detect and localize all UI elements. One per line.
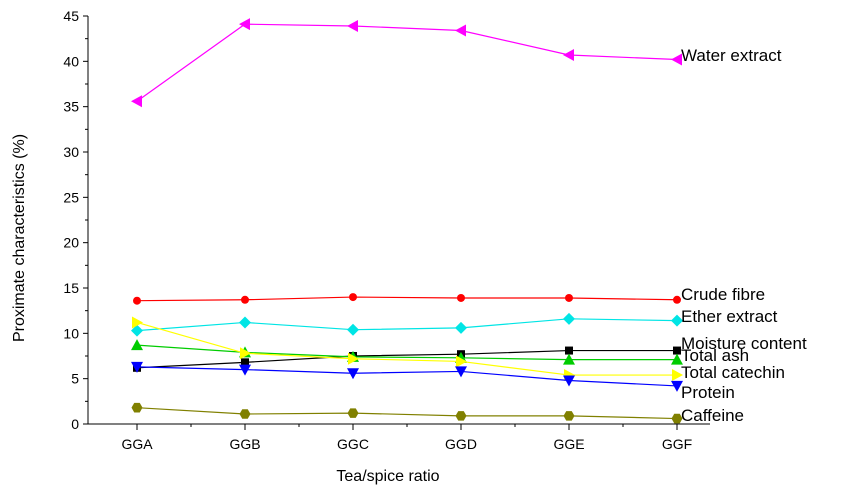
series-total-ash (131, 339, 683, 365)
series-line (136, 23, 678, 102)
x-tick-label: GGB (229, 436, 260, 452)
data-point (565, 346, 573, 355)
data-point (239, 409, 251, 419)
series-total-catechin (132, 316, 683, 382)
series-labels: Water extract Crude fibre Ether extract Moi… (681, 46, 807, 425)
data-point (455, 411, 467, 421)
data-point (241, 358, 249, 367)
series-water-extract (131, 18, 682, 108)
series-label: Total catechin (681, 363, 785, 382)
series-ether-extract (131, 312, 683, 337)
y-tick-label: 10 (63, 325, 79, 341)
data-point (131, 95, 142, 108)
series-line (136, 344, 677, 361)
data-point (239, 18, 250, 31)
x-tick-label: GGE (553, 436, 584, 452)
series-line (136, 407, 678, 420)
series-label: Ether extract (681, 307, 778, 326)
series-line (136, 318, 678, 332)
data-point (565, 293, 573, 302)
y-tick-label: 5 (71, 371, 79, 387)
data-point (241, 295, 249, 304)
data-point (671, 413, 683, 424)
data-point (563, 353, 575, 365)
data-point (673, 295, 681, 304)
y-tick-label: 20 (63, 235, 79, 251)
x-axis-label: Tea/spice ratio (336, 468, 439, 485)
series-crude-fibre (133, 293, 681, 305)
data-point (347, 368, 359, 380)
data-point (240, 347, 251, 360)
data-point (348, 352, 359, 365)
data-point (347, 408, 359, 418)
x-tick-label: GGD (445, 436, 477, 452)
y-tick-label: 30 (63, 144, 79, 160)
data-point (455, 321, 467, 334)
series-line (136, 296, 678, 302)
data-point (347, 323, 359, 336)
data-point (131, 361, 143, 373)
series-label: Caffeine (681, 406, 744, 425)
y-tick-label: 0 (71, 416, 79, 432)
series-label: Protein (681, 383, 735, 402)
y-tick-label: 35 (63, 99, 79, 115)
data-point (239, 316, 251, 329)
series-label: Water extract (681, 46, 782, 65)
series-protein (131, 361, 683, 392)
y-tick-label: 45 (63, 8, 79, 24)
data-point (563, 312, 575, 325)
data-point (133, 296, 141, 305)
data-point (131, 402, 143, 413)
data-point (563, 48, 574, 61)
data-point (673, 346, 681, 355)
data-point (671, 380, 683, 392)
series-layer (131, 18, 683, 424)
x-tick-label: GGC (337, 436, 369, 452)
data-point (347, 19, 358, 32)
data-point (671, 314, 683, 327)
series-caffeine (131, 402, 683, 424)
data-point (563, 411, 575, 421)
data-point (671, 353, 683, 365)
y-tick-label: 40 (63, 53, 79, 69)
series-line (136, 321, 677, 376)
y-tick-label: 25 (63, 189, 79, 205)
data-point (455, 24, 466, 37)
data-point (131, 339, 143, 351)
data-point (563, 375, 575, 387)
data-point (671, 53, 682, 66)
series-label: Total ash (681, 346, 749, 365)
data-point (239, 364, 251, 376)
data-point (455, 366, 467, 378)
series-label: Moisture content (681, 334, 807, 353)
series-line (136, 349, 677, 369)
data-point (457, 293, 465, 302)
series-label: Crude fibre (681, 285, 765, 304)
y-tick-label: 15 (63, 280, 79, 296)
x-tick-label: GGA (121, 436, 153, 452)
data-point (456, 355, 467, 368)
x-tick-label: GGF (662, 436, 692, 452)
data-point (672, 369, 683, 382)
series-line (136, 366, 678, 387)
data-point (132, 316, 143, 329)
axes: 0 5 10 15 20 25 30 35 40 45 GGA GGB GGC GGD GGE GGF (63, 8, 710, 452)
y-axis-label: Proximate characteristics (%) (11, 134, 28, 342)
data-point (131, 324, 143, 337)
data-point (349, 293, 357, 302)
